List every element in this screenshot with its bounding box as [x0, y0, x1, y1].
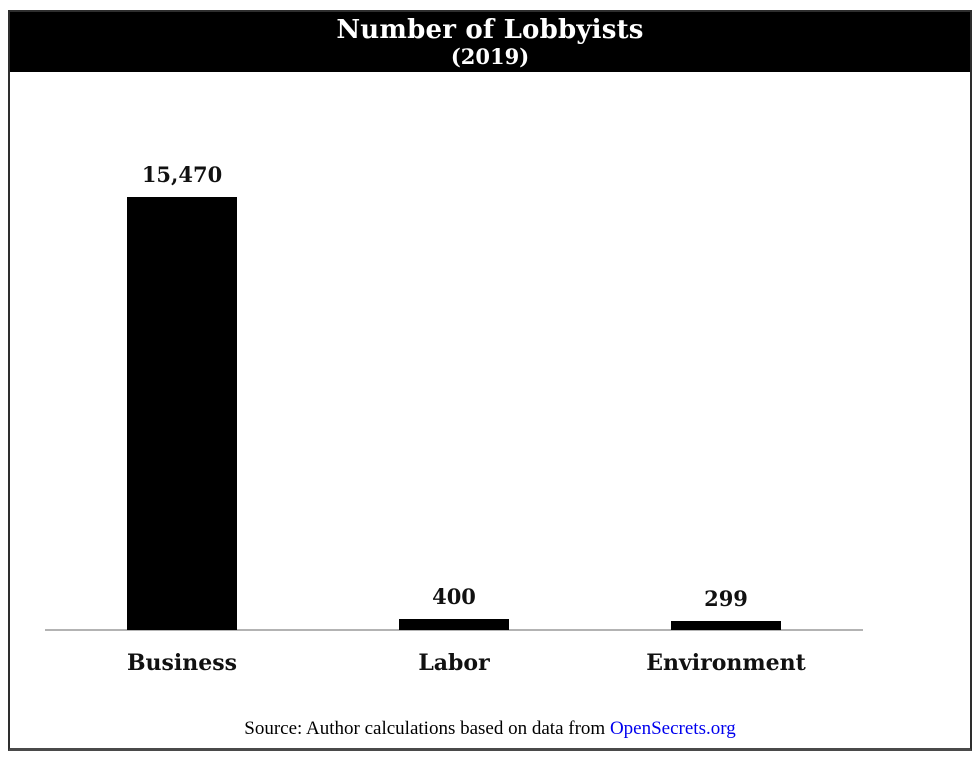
- source-note: Source: Author calculations based on dat…: [10, 718, 970, 740]
- category-label-environment: Environment: [646, 650, 806, 676]
- chart-frame: Number of Lobbyists (2019) 15,470 Busine…: [8, 10, 972, 751]
- bar-group-labor: 400 Labor: [399, 584, 509, 676]
- chart-title: Number of Lobbyists: [336, 15, 644, 45]
- source-link[interactable]: OpenSecrets.org: [609, 718, 736, 739]
- category-label-labor: Labor: [418, 650, 490, 676]
- bar-value-label: 299: [704, 586, 748, 611]
- chart-title-bar: Number of Lobbyists (2019): [10, 12, 970, 72]
- bar-labor: [399, 619, 509, 630]
- chart-subtitle: (2019): [450, 44, 530, 69]
- plot-area: 15,470 Business 400 Labor 299 Environmen…: [10, 72, 970, 676]
- bar-group-business: 15,470 Business: [127, 162, 237, 676]
- source-text: Source: Author calculations based on dat…: [244, 718, 610, 739]
- category-label-business: Business: [126, 650, 238, 676]
- bar-value-label: 15,470: [141, 162, 223, 187]
- bar-group-environment: 299 Environment: [646, 586, 806, 676]
- x-axis-line: [45, 629, 863, 631]
- bar-environment: [671, 621, 781, 630]
- bar-business: [127, 197, 237, 630]
- bar-value-label: 400: [432, 584, 476, 609]
